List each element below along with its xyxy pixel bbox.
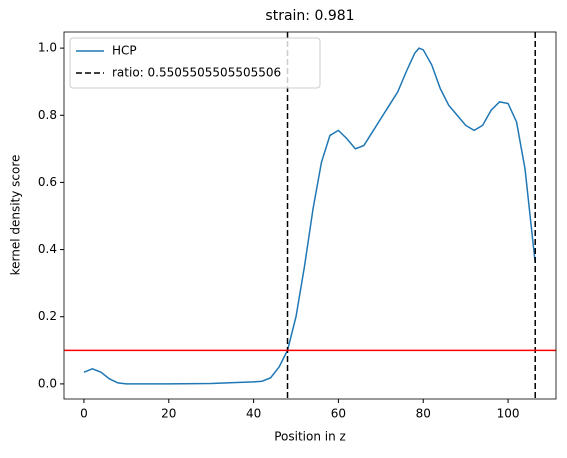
x-tick-label: 20 bbox=[161, 407, 176, 421]
x-tick-label: 60 bbox=[331, 407, 346, 421]
y-axis-label: kernel density score bbox=[9, 155, 23, 276]
x-tick-label: 80 bbox=[416, 407, 431, 421]
x-tick-label: 100 bbox=[497, 407, 520, 421]
legend-label: ratio: 0.5505505505505506 bbox=[112, 66, 281, 80]
y-tick-label: 0.8 bbox=[38, 108, 57, 122]
x-tick-label: 40 bbox=[246, 407, 261, 421]
x-tick-label: 0 bbox=[80, 407, 88, 421]
y-tick-label: 0.0 bbox=[38, 376, 57, 390]
y-tick-label: 1.0 bbox=[38, 41, 57, 55]
x-axis-label: Position in z bbox=[274, 430, 346, 444]
legend-box bbox=[69, 37, 321, 89]
y-tick-label: 0.6 bbox=[38, 175, 57, 189]
y-tick-label: 0.4 bbox=[38, 242, 57, 256]
chart-title: strain: 0.981 bbox=[265, 8, 354, 24]
line-series bbox=[83, 47, 536, 385]
y-tick-label: 0.2 bbox=[38, 309, 57, 323]
plot-frame bbox=[63, 31, 557, 400]
legend-label: HCP bbox=[112, 44, 137, 58]
